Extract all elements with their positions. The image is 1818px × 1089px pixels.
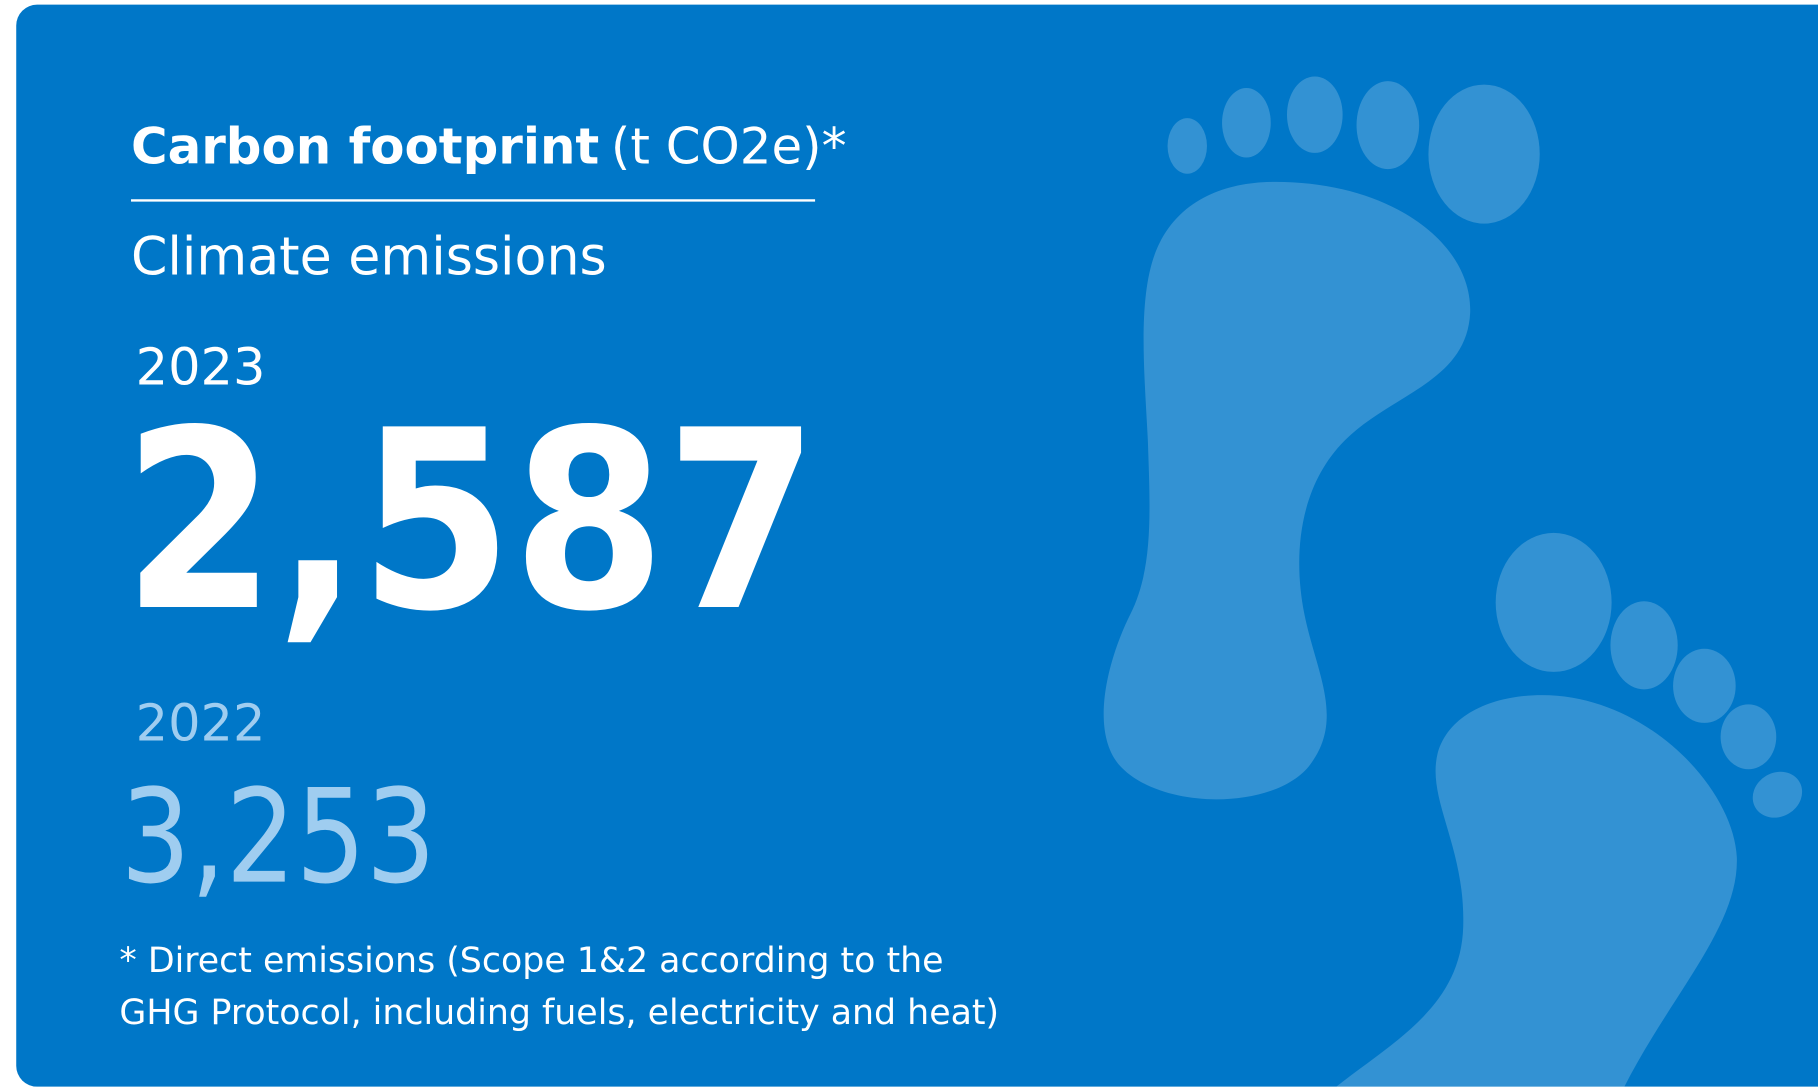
title: Carbon footprint: [131, 117, 599, 175]
page: Carbon footprint(t CO2e)* Climate emissi…: [0, 0, 1818, 1089]
title-line: Carbon footprint(t CO2e)*: [131, 117, 847, 175]
toe: [1222, 88, 1271, 158]
toe: [1610, 601, 1677, 689]
footnote-line: GHG Protocol, including fuels, electrici…: [119, 993, 999, 1033]
toe: [1287, 76, 1343, 152]
toe: [1721, 704, 1777, 769]
subtitle: Climate emissions: [131, 228, 607, 288]
footnote-line: * Direct emissions (Scope 1&2 according …: [119, 941, 943, 981]
unit: (t CO2e)*: [611, 117, 847, 175]
toe: [1168, 118, 1207, 174]
toe: [1357, 81, 1420, 169]
previous-value: 3,253: [121, 762, 436, 913]
toe: [1496, 533, 1612, 672]
previous-year: 2022: [136, 694, 266, 753]
toe: [1673, 649, 1736, 723]
card-canvas: Carbon footprint(t CO2e)* Climate emissi…: [0, 0, 1818, 1089]
toe: [1428, 85, 1539, 224]
current-value: 2,587: [123, 378, 819, 666]
